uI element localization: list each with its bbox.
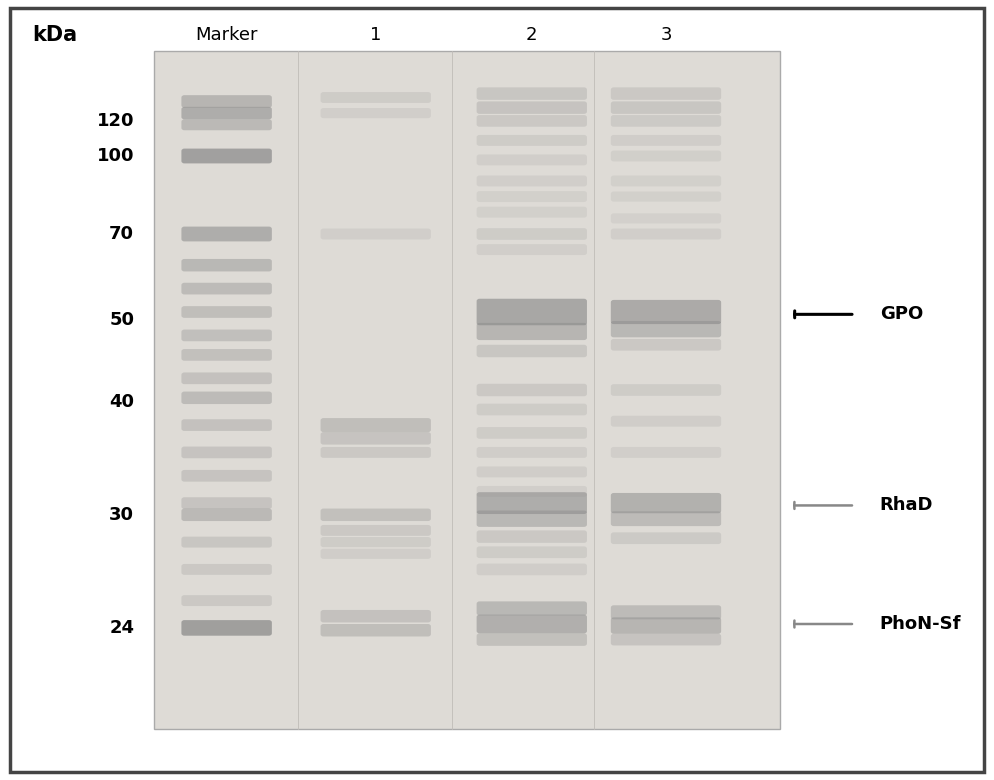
- Text: 2: 2: [526, 26, 538, 44]
- FancyBboxPatch shape: [611, 385, 722, 396]
- FancyBboxPatch shape: [477, 154, 586, 165]
- FancyBboxPatch shape: [182, 498, 272, 509]
- Text: 1: 1: [370, 26, 382, 44]
- FancyBboxPatch shape: [477, 546, 586, 558]
- FancyBboxPatch shape: [182, 148, 272, 163]
- FancyBboxPatch shape: [611, 416, 722, 427]
- FancyBboxPatch shape: [611, 321, 722, 337]
- FancyBboxPatch shape: [477, 601, 586, 615]
- FancyBboxPatch shape: [477, 404, 586, 415]
- Text: RhaD: RhaD: [880, 496, 933, 515]
- FancyBboxPatch shape: [611, 229, 722, 239]
- FancyBboxPatch shape: [320, 229, 431, 239]
- Text: 3: 3: [660, 26, 672, 44]
- FancyBboxPatch shape: [182, 282, 272, 294]
- FancyBboxPatch shape: [611, 300, 722, 324]
- FancyBboxPatch shape: [611, 339, 722, 350]
- FancyBboxPatch shape: [477, 492, 586, 514]
- FancyBboxPatch shape: [477, 323, 586, 340]
- FancyBboxPatch shape: [611, 101, 722, 114]
- FancyBboxPatch shape: [320, 624, 431, 636]
- Text: 40: 40: [109, 392, 134, 411]
- FancyBboxPatch shape: [477, 244, 586, 255]
- FancyBboxPatch shape: [182, 537, 272, 548]
- FancyBboxPatch shape: [320, 418, 431, 432]
- FancyBboxPatch shape: [182, 95, 272, 108]
- FancyBboxPatch shape: [477, 615, 586, 633]
- FancyBboxPatch shape: [477, 447, 586, 458]
- FancyBboxPatch shape: [182, 564, 272, 575]
- FancyBboxPatch shape: [477, 299, 586, 325]
- FancyBboxPatch shape: [477, 563, 586, 576]
- FancyBboxPatch shape: [477, 486, 586, 497]
- FancyBboxPatch shape: [611, 213, 722, 224]
- FancyBboxPatch shape: [611, 87, 722, 100]
- FancyBboxPatch shape: [182, 446, 272, 459]
- FancyBboxPatch shape: [611, 192, 722, 201]
- FancyBboxPatch shape: [477, 530, 586, 543]
- FancyBboxPatch shape: [611, 633, 722, 646]
- FancyBboxPatch shape: [320, 525, 431, 536]
- FancyBboxPatch shape: [477, 633, 586, 646]
- FancyBboxPatch shape: [611, 618, 722, 633]
- FancyBboxPatch shape: [182, 306, 272, 318]
- FancyBboxPatch shape: [477, 207, 586, 218]
- Text: 50: 50: [109, 310, 134, 329]
- FancyBboxPatch shape: [477, 87, 586, 100]
- FancyBboxPatch shape: [611, 493, 722, 513]
- FancyBboxPatch shape: [182, 470, 272, 481]
- FancyBboxPatch shape: [182, 107, 272, 119]
- FancyBboxPatch shape: [182, 420, 272, 431]
- Text: PhoN-Sf: PhoN-Sf: [880, 615, 961, 633]
- FancyBboxPatch shape: [320, 509, 431, 521]
- Bar: [154, 51, 780, 729]
- FancyBboxPatch shape: [477, 466, 586, 477]
- FancyBboxPatch shape: [611, 447, 722, 458]
- FancyBboxPatch shape: [182, 509, 272, 521]
- FancyBboxPatch shape: [182, 595, 272, 606]
- Text: Marker: Marker: [196, 26, 257, 44]
- Text: kDa: kDa: [32, 25, 78, 45]
- FancyBboxPatch shape: [320, 432, 431, 445]
- FancyBboxPatch shape: [611, 176, 722, 186]
- FancyBboxPatch shape: [182, 392, 272, 404]
- FancyBboxPatch shape: [320, 447, 431, 458]
- FancyBboxPatch shape: [611, 605, 722, 619]
- FancyBboxPatch shape: [320, 549, 431, 558]
- Text: 24: 24: [109, 619, 134, 637]
- FancyBboxPatch shape: [611, 151, 722, 161]
- FancyBboxPatch shape: [477, 384, 586, 396]
- Text: 100: 100: [96, 147, 134, 165]
- FancyBboxPatch shape: [477, 345, 586, 357]
- FancyBboxPatch shape: [477, 510, 586, 527]
- FancyBboxPatch shape: [477, 176, 586, 186]
- FancyBboxPatch shape: [477, 228, 586, 240]
- FancyBboxPatch shape: [320, 537, 431, 548]
- FancyBboxPatch shape: [477, 191, 586, 202]
- FancyBboxPatch shape: [320, 92, 431, 103]
- Text: 30: 30: [109, 505, 134, 524]
- FancyBboxPatch shape: [611, 532, 722, 544]
- FancyBboxPatch shape: [611, 512, 722, 526]
- Text: GPO: GPO: [880, 305, 923, 324]
- FancyBboxPatch shape: [611, 115, 722, 126]
- FancyBboxPatch shape: [182, 329, 272, 342]
- FancyBboxPatch shape: [477, 135, 586, 146]
- FancyBboxPatch shape: [477, 427, 586, 438]
- Text: 70: 70: [109, 225, 134, 243]
- FancyBboxPatch shape: [182, 620, 272, 636]
- FancyBboxPatch shape: [182, 259, 272, 271]
- FancyBboxPatch shape: [611, 135, 722, 146]
- FancyBboxPatch shape: [182, 372, 272, 384]
- FancyBboxPatch shape: [182, 119, 272, 130]
- FancyBboxPatch shape: [477, 115, 586, 126]
- FancyBboxPatch shape: [182, 227, 272, 242]
- Text: 120: 120: [96, 112, 134, 130]
- FancyBboxPatch shape: [320, 108, 431, 118]
- FancyBboxPatch shape: [182, 349, 272, 360]
- FancyBboxPatch shape: [320, 610, 431, 622]
- FancyBboxPatch shape: [477, 101, 586, 114]
